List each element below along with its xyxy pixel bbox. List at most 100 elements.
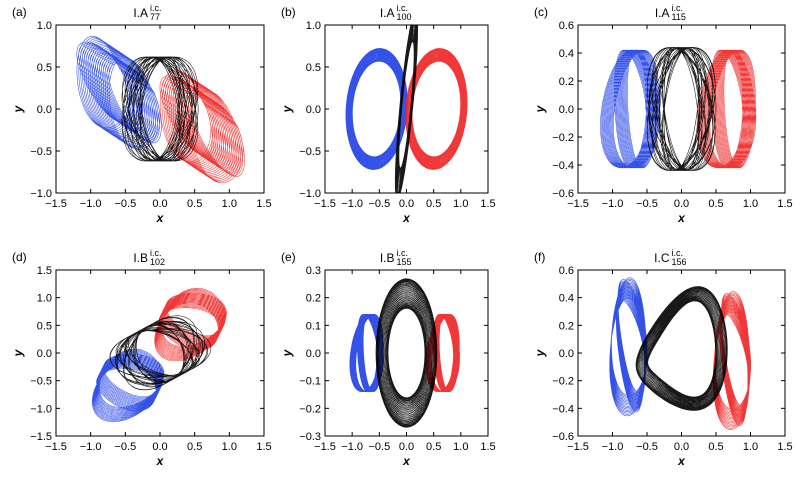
- y-tick-label: 0.6: [559, 265, 574, 277]
- y-tick-label: −0.6: [552, 431, 574, 443]
- title-superscript: i.c.: [672, 248, 684, 258]
- x-tick-label: 1.0: [453, 198, 468, 210]
- y-axis-label: y: [11, 104, 25, 113]
- y-tick-label: 0.5: [37, 320, 52, 332]
- y-tick-label: −1.0: [30, 188, 52, 200]
- x-tick-label: 0.0: [674, 198, 689, 210]
- panel-label: (e): [281, 250, 296, 264]
- y-tick-label: 1.0: [306, 20, 321, 32]
- x-axis-label: x: [156, 211, 165, 225]
- y-axis-label: y: [533, 104, 547, 113]
- panel-b: −1.5 −1.0 −0.5 0.0 0.5 1.0 1.5−1.0−0.50.00.51.…: [280, 3, 496, 225]
- trajectory-red: [405, 48, 468, 170]
- x-tick-label: 1.5: [256, 441, 271, 453]
- x-axis-label: x: [156, 454, 165, 468]
- panel-title: I.A i.c.77: [133, 3, 161, 22]
- curves-f: [609, 277, 751, 430]
- trajectory-black: [375, 278, 438, 428]
- x-tick-label: 0.0: [674, 441, 689, 453]
- x-tick-label: −1.5: [314, 198, 336, 210]
- trajectory-black: [121, 56, 199, 162]
- curves-b: [345, 25, 468, 193]
- y-tick-label: −0.2: [299, 403, 321, 415]
- y-tick-label: 0.0: [306, 104, 321, 116]
- title-superscript: i.c.: [397, 248, 409, 258]
- y-axis-label: y: [533, 348, 547, 357]
- title-subscript: 115: [672, 12, 686, 22]
- trajectory-blue: [76, 35, 162, 150]
- x-tick-label: 1.0: [743, 441, 758, 453]
- y-tick-label: 1.0: [37, 293, 52, 305]
- trajectory-red: [696, 49, 757, 169]
- trajectory-red: [159, 69, 245, 184]
- x-tick-label: 1.5: [256, 198, 271, 210]
- x-tick-label: 0.0: [152, 198, 167, 210]
- x-tick-label: −1.0: [341, 441, 363, 453]
- title-base: I.A: [133, 6, 148, 20]
- y-tick-label: −0.3: [299, 431, 321, 443]
- y-tick-label: 0.5: [306, 62, 321, 74]
- curves-a: [76, 35, 245, 184]
- x-tick-label: 0.5: [708, 441, 723, 453]
- x-tick-label: −0.5: [368, 198, 390, 210]
- x-tick-label: −1.0: [341, 198, 363, 210]
- x-tick-label: −1.5: [314, 441, 336, 453]
- y-tick-label: −0.2: [552, 132, 574, 144]
- trajectory-red: [425, 314, 460, 392]
- panel-a: −1.5 −1.0 −0.5 0.0 0.5 1.0 1.5−1.0−0.50.00.51.…: [11, 3, 272, 225]
- x-tick-label: 1.0: [222, 198, 237, 210]
- x-tick-label: 0.0: [399, 441, 414, 453]
- x-tick-label: −1.5: [45, 198, 67, 210]
- x-tick-label: −0.5: [114, 441, 136, 453]
- x-tick-label: −1.0: [602, 441, 624, 453]
- x-tick-label: −0.5: [368, 441, 390, 453]
- curves-c: [600, 47, 757, 171]
- title-superscript: i.c.: [397, 3, 409, 13]
- x-tick-label: −1.5: [45, 441, 67, 453]
- title-superscript: i.c.: [150, 3, 162, 13]
- x-tick-label: 0.5: [187, 441, 202, 453]
- panel-title: I.A i.c.115: [655, 3, 686, 22]
- trajectory-red: [712, 291, 751, 430]
- panel-title: I.B i.c.155: [380, 248, 412, 267]
- plot-frame: [324, 269, 489, 437]
- x-tick-label: −1.5: [567, 198, 589, 210]
- panel-c: −1.5 −1.0 −0.5 0.0 0.5 1.0 1.5 −0.6 −0.4 −0.2 0.0 0…: [533, 3, 793, 225]
- x-tick-label: 0.5: [187, 198, 202, 210]
- y-tick-label: 1.5: [37, 265, 52, 277]
- panel-label: (b): [281, 5, 296, 19]
- y-tick-label: 0.2: [306, 293, 321, 305]
- plot-frame: [55, 269, 265, 437]
- y-tick-label: 0.5: [37, 62, 52, 74]
- x-tick-label: 1.5: [480, 441, 495, 453]
- title-subscript: 102: [150, 257, 165, 267]
- x-axis-label: x: [677, 454, 686, 468]
- x-tick-label: −1.0: [80, 441, 102, 453]
- y-tick-label: 0.0: [37, 104, 52, 116]
- panel-title: I.C i.c.156: [654, 248, 686, 267]
- y-tick-label: 0.0: [559, 348, 574, 360]
- y-tick-label: −0.5: [30, 376, 52, 388]
- y-tick-label: 1.0: [37, 20, 52, 32]
- title-subscript: 156: [672, 257, 687, 267]
- title-base: I.B: [133, 251, 148, 265]
- panel-e: −1.5 −1.0 −0.5 0.0 0.5 1.0 1.5 −0.3 −0.2 −0.1 0.0 0…: [280, 248, 496, 468]
- x-tick-label: 1.0: [743, 198, 758, 210]
- title-base: I.A: [655, 6, 670, 20]
- y-tick-label: 0.1: [306, 320, 321, 332]
- x-tick-label: 1.5: [777, 441, 792, 453]
- y-tick-label: −0.5: [30, 146, 52, 158]
- y-tick-label: −0.6: [552, 188, 574, 200]
- y-tick-label: 0.0: [559, 104, 574, 116]
- y-tick-label: 0.0: [306, 348, 321, 360]
- y-tick-label: −0.4: [552, 160, 574, 172]
- panel-title: I.B i.c.102: [133, 248, 165, 267]
- x-axis-label: x: [677, 211, 686, 225]
- panel-label: (d): [12, 250, 27, 264]
- y-tick-label: −1.0: [30, 403, 52, 415]
- x-tick-label: 0.5: [708, 198, 723, 210]
- trajectory-black: [635, 286, 728, 411]
- trajectory-blue: [600, 49, 660, 169]
- y-axis-label: y: [11, 348, 25, 357]
- curves-e: [349, 278, 460, 428]
